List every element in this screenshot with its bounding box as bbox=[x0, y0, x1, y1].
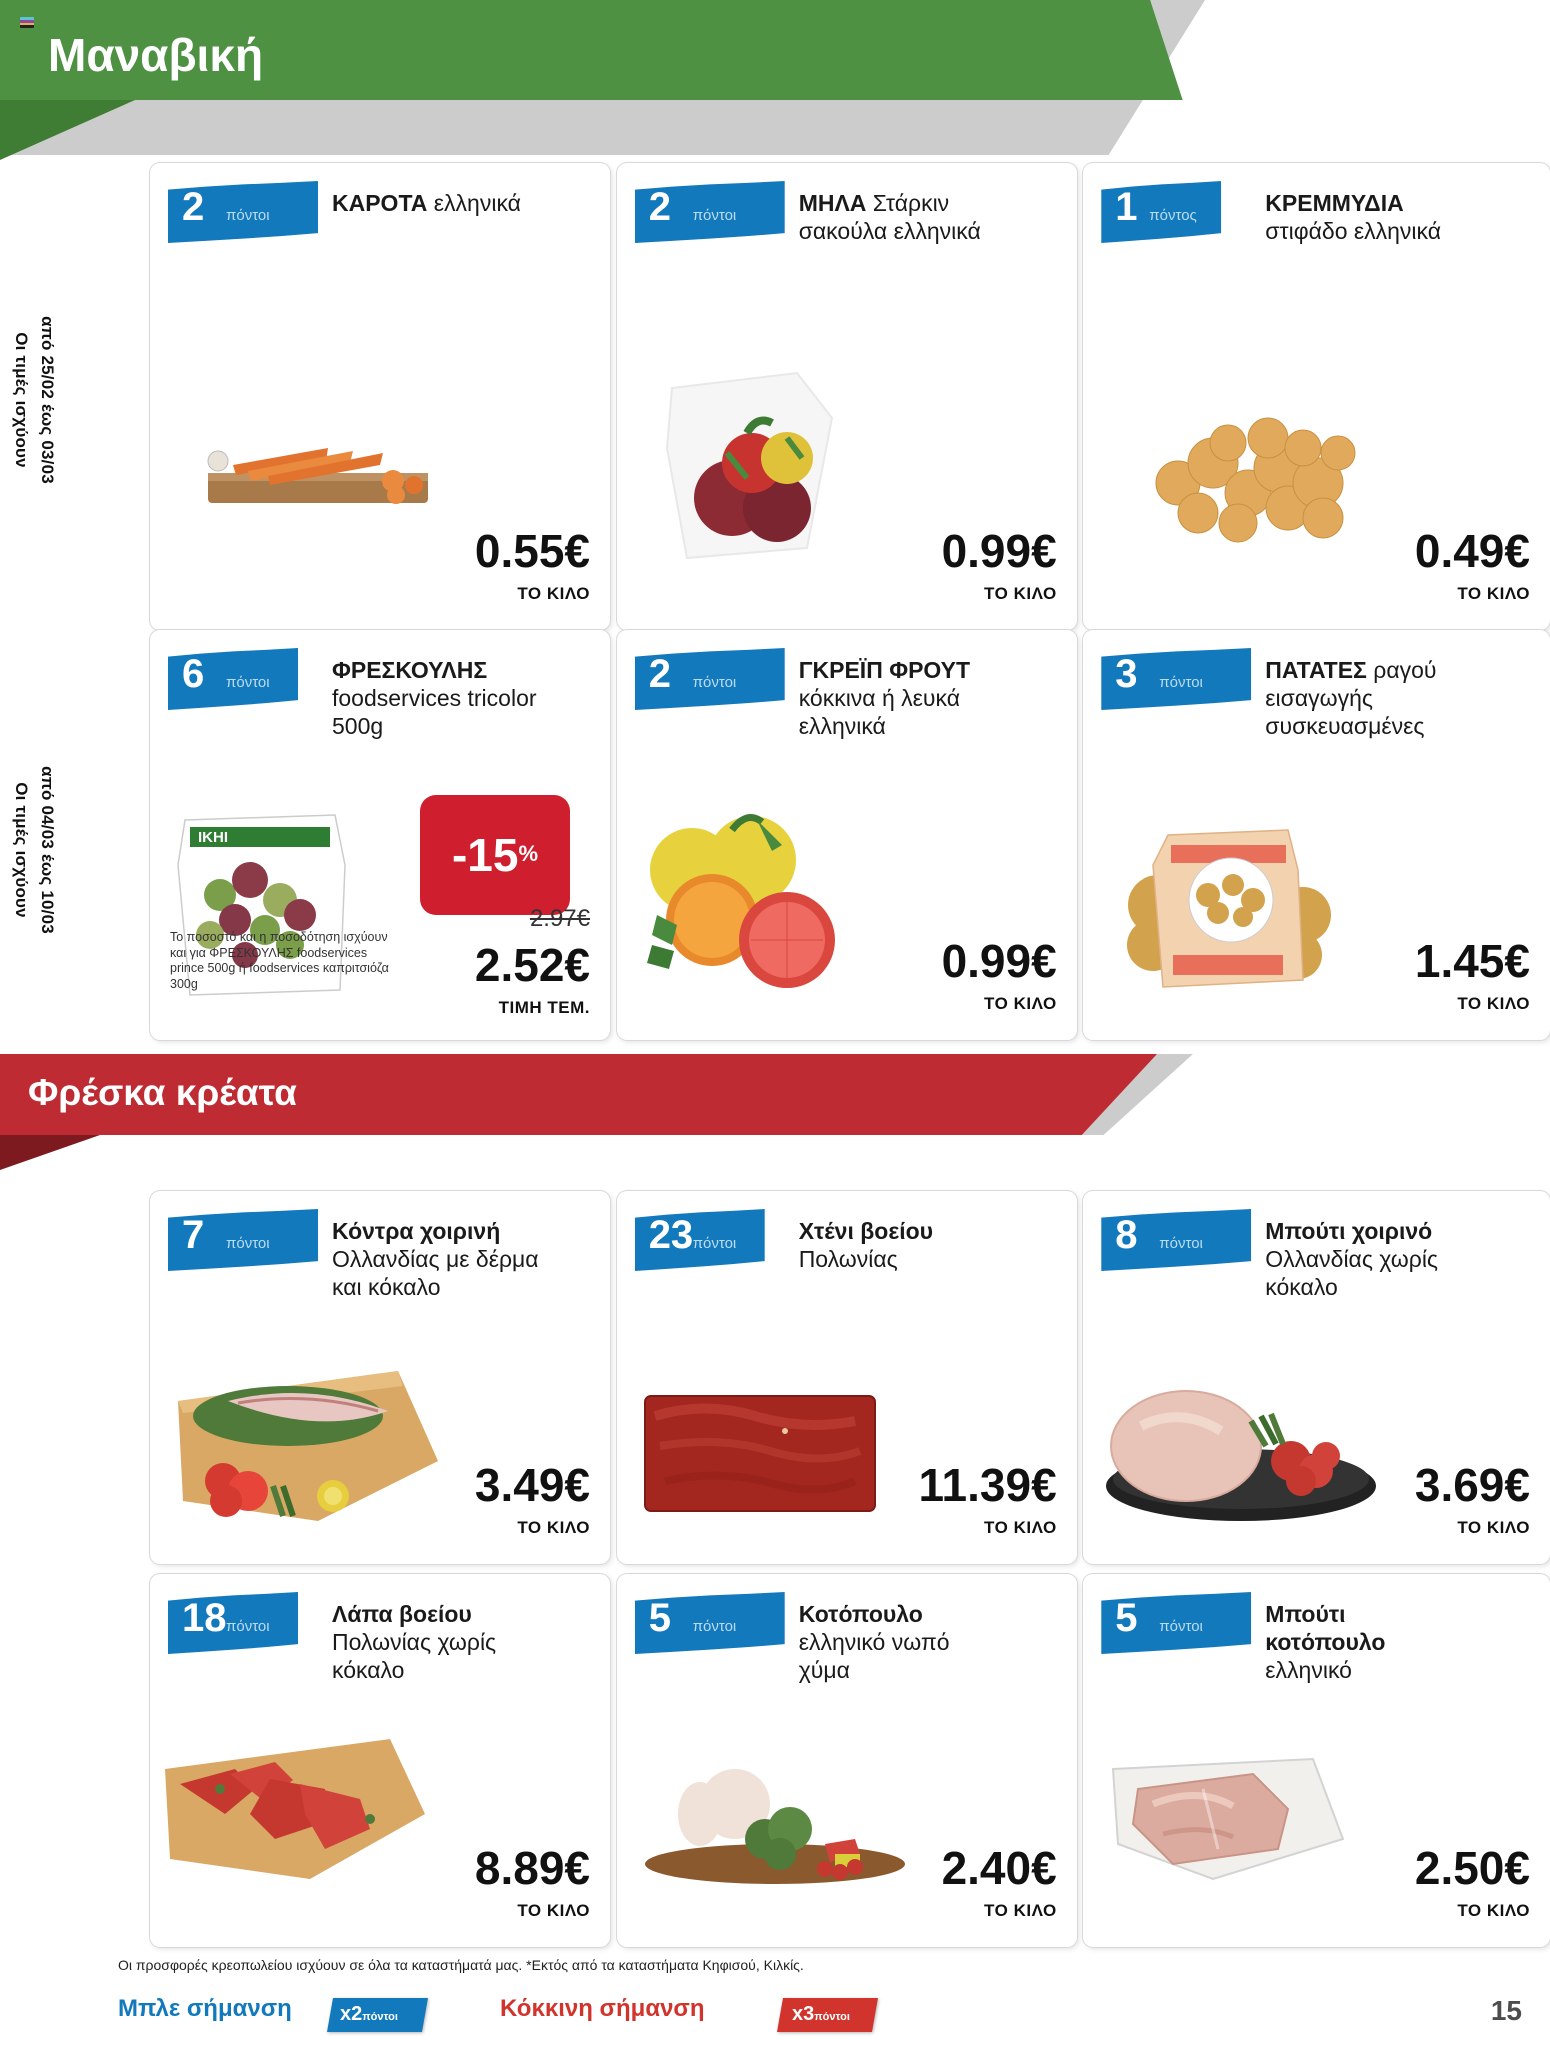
svg-text:IKHI: IKHI bbox=[198, 829, 228, 846]
